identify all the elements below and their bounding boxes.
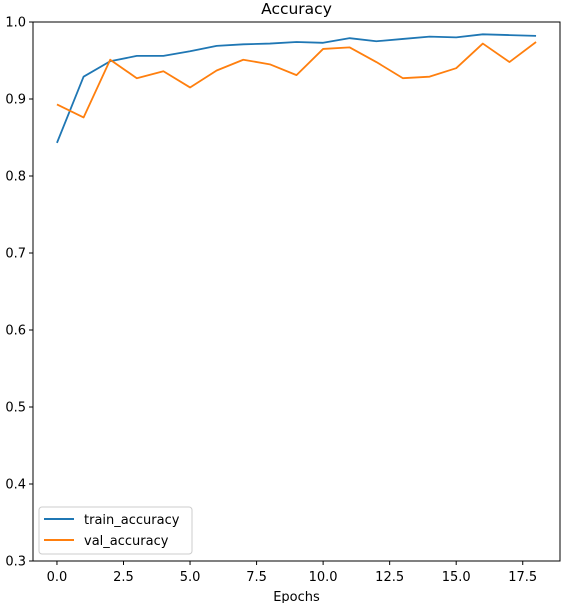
plot-background — [33, 22, 560, 561]
x-tick-label: 7.5 — [246, 570, 267, 585]
legend: train_accuracy val_accuracy — [38, 506, 193, 555]
y-tick-label: 1.0 — [5, 16, 26, 31]
chart-title: Accuracy — [261, 0, 332, 18]
axis-ticks: 0.0 2.5 5.0 7.5 10.0 12.5 15.0 17.5 0.3 0.4 0.5 0.6… — [5, 16, 537, 586]
x-tick-label: 2.5 — [113, 570, 134, 585]
legend-label-train-accuracy: train_accuracy — [84, 513, 180, 528]
x-tick-label: 5.0 — [180, 570, 201, 585]
x-tick-label: 12.5 — [375, 570, 404, 585]
x-tick-label: 15.0 — [442, 570, 471, 585]
plot-frame — [32, 21, 561, 562]
y-tick-label: 0.4 — [5, 478, 26, 493]
x-axis-label: Epochs — [273, 590, 320, 603]
y-tick-label: 0.8 — [5, 170, 26, 185]
series-line-train-accuracy — [56, 33, 537, 144]
series-lines — [56, 33, 537, 144]
y-tick-label: 0.5 — [5, 401, 26, 416]
series-line-val-accuracy — [56, 41, 537, 119]
x-tick-label: 10.0 — [309, 570, 338, 585]
y-tick-label: 0.9 — [5, 93, 26, 108]
x-tick-label: 17.5 — [508, 570, 537, 585]
y-tick-label: 0.7 — [5, 247, 26, 262]
y-tick-label: 0.3 — [5, 555, 26, 570]
legend-box — [38, 506, 193, 555]
x-tick-label: 0.0 — [47, 570, 68, 585]
legend-label-val-accuracy: val_accuracy — [84, 534, 169, 549]
y-tick-label: 0.6 — [5, 324, 26, 339]
